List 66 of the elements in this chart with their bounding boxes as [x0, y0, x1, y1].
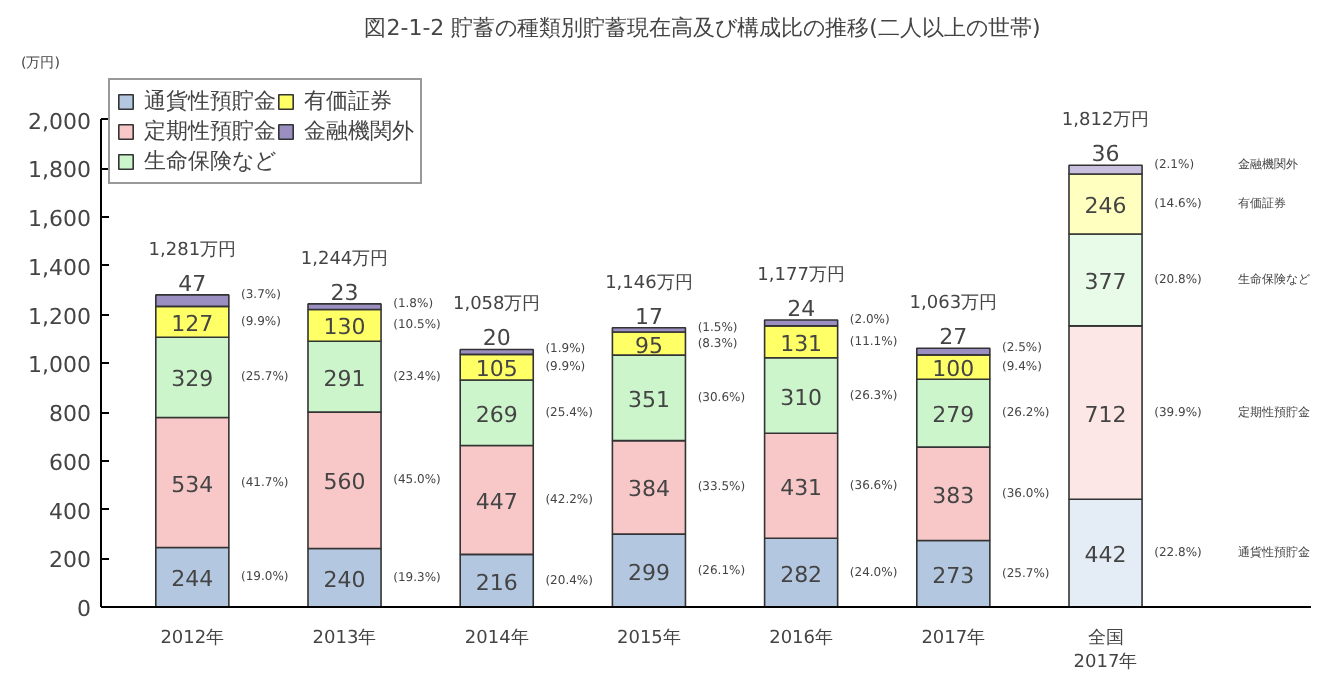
data-label: 131 [780, 330, 823, 357]
y-tick-label: 200 [49, 547, 92, 574]
data-label: 130 [323, 314, 366, 341]
data-label: 534 [171, 471, 214, 498]
total-label: 1,058万円 [452, 295, 541, 316]
data-label: 299 [627, 559, 670, 586]
data-label: 127 [171, 310, 214, 337]
legend-label: 生命保険など [144, 146, 276, 176]
y-tick-label: 0 [77, 596, 91, 622]
data-label: 384 [627, 476, 670, 503]
y-tick-label: 1,800 [28, 157, 92, 184]
data-label: 47 [178, 270, 207, 297]
data-label: 447 [475, 488, 518, 515]
x-tick-label: 2016年 [769, 627, 834, 649]
y-tick-label: 1,200 [28, 303, 92, 330]
data-label: 20 [482, 325, 511, 352]
chart-title: 図2-1-2 貯蓄の種類別貯蓄現在高及び構成比の推移(二人以上の世帯) [364, 15, 1041, 41]
data-label: 442 [1084, 542, 1127, 569]
data-label: 36 [1091, 141, 1120, 168]
y-tick-label: 2,000 [28, 108, 92, 135]
total-label: 1,146万円 [605, 273, 693, 294]
data-label: 216 [475, 569, 518, 596]
data-label: 273 [932, 562, 975, 589]
legend-label: 金融機関外 [304, 116, 414, 146]
data-label: 712 [1084, 401, 1127, 428]
data-label: 383 [932, 482, 975, 509]
total-label: 1,177万円 [757, 266, 845, 286]
x-tick-label: 2014年 [464, 627, 529, 649]
x-tick-label: 全国 2017年 [1073, 627, 1138, 673]
data-label: 431 [780, 474, 823, 501]
total-label: 1,812万円 [1061, 111, 1150, 132]
data-label: 244 [171, 566, 214, 593]
data-label: 560 [323, 469, 366, 496]
data-label: 351 [627, 386, 670, 413]
x-tick-label: 2012年 [160, 627, 225, 649]
data-label: 291 [323, 365, 366, 392]
total-label: 1,244万円 [300, 249, 389, 270]
y-tick-label: 800 [49, 401, 92, 428]
data-label: 27 [939, 324, 968, 351]
data-label: 24 [787, 296, 816, 322]
data-label: 282 [780, 561, 823, 588]
y-tick-label: 1,600 [28, 206, 92, 233]
data-label: 377 [1084, 268, 1127, 295]
data-label: 17 [634, 303, 663, 330]
data-label: 329 [171, 366, 214, 393]
x-tick-label: 2017年 [921, 627, 986, 649]
data-label: 279 [932, 402, 975, 429]
y-tick-label: 1,000 [28, 352, 92, 379]
data-label: 100 [932, 356, 975, 383]
data-label: 310 [780, 384, 823, 411]
x-tick-label: 2013年 [312, 627, 377, 649]
data-label: 23 [330, 279, 359, 306]
total-label: 1,281万円 [148, 240, 237, 261]
y-tick-label: 1,400 [28, 254, 92, 281]
legend-label: 定期性預貯金 [144, 116, 276, 146]
y-tick-label: 600 [49, 449, 92, 476]
legend-label: 通貨性預貯金 [144, 86, 276, 116]
data-label: 240 [323, 566, 366, 593]
data-label: 105 [475, 356, 518, 383]
data-label: 95 [634, 332, 663, 359]
total-label: 1,063万円 [909, 294, 998, 315]
data-label: 269 [475, 401, 518, 428]
y-tick-label: 400 [49, 498, 92, 525]
legend-label: 有価証券 [304, 86, 392, 116]
x-tick-label: 2015年 [617, 627, 681, 649]
data-label: 246 [1084, 193, 1127, 220]
